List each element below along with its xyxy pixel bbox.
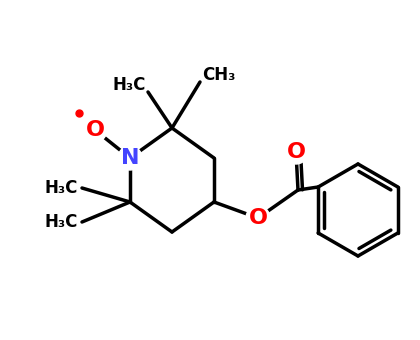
Circle shape (284, 140, 308, 164)
Text: O: O (86, 120, 105, 140)
Text: N: N (121, 148, 139, 168)
Circle shape (246, 206, 270, 230)
Text: CH₃: CH₃ (202, 66, 235, 84)
Text: H₃C: H₃C (45, 213, 78, 231)
Text: O: O (249, 208, 268, 228)
Circle shape (118, 146, 142, 170)
Text: H₃C: H₃C (45, 179, 78, 197)
Text: H₃C: H₃C (113, 76, 146, 94)
Text: O: O (286, 142, 305, 162)
Circle shape (83, 118, 107, 142)
